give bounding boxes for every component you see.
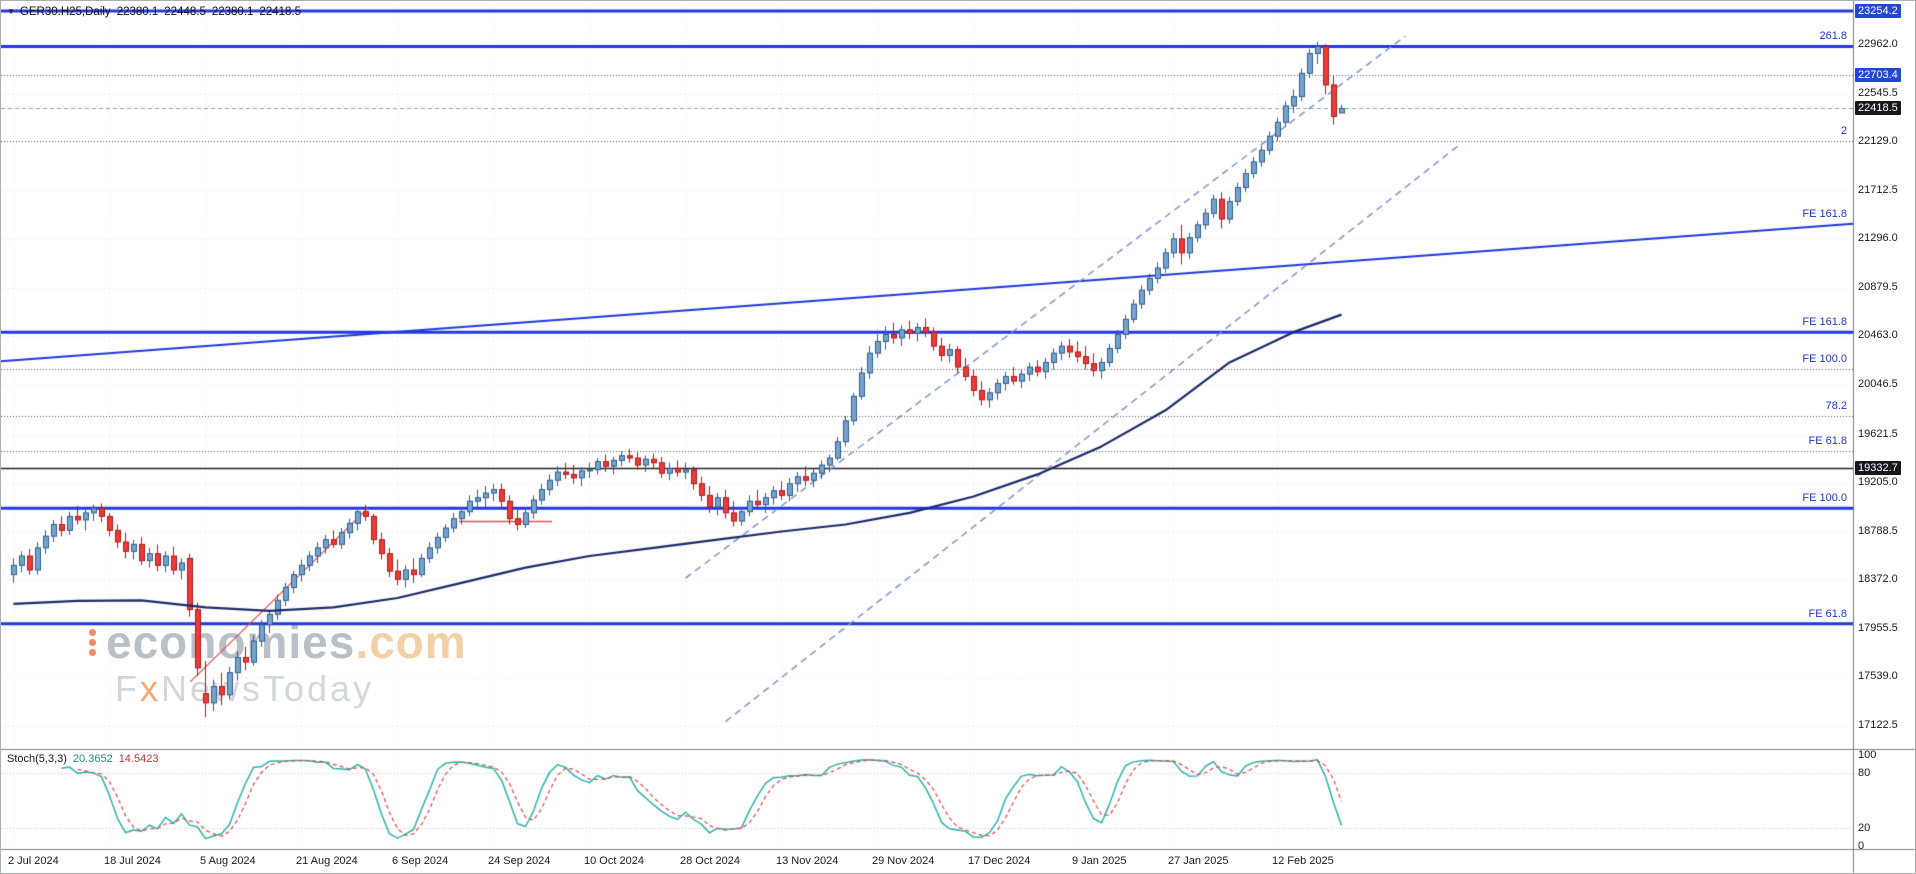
date-axis[interactable]: 2 Jul 2024 18 Jul 2024 5 Aug 2024 21 Aug 20…: [1, 850, 1853, 873]
stoch-axis-label: 0: [1858, 840, 1865, 852]
stoch-indicator-label: Stoch(5,3,3) 20.3652 14.5423: [7, 753, 158, 765]
date-axis-label: 10 Oct 2024: [584, 855, 644, 867]
fib-level-label: FE 161.8: [1802, 207, 1847, 220]
price-axis-label: 17955.5: [1858, 621, 1898, 634]
price-axis-label: 22962.0: [1858, 38, 1898, 51]
price-axis-chip: 19332.7: [1855, 460, 1901, 475]
stoch-axis-label: 100: [1858, 749, 1877, 761]
ohlc-low: 22380.1: [211, 6, 254, 18]
stoch-axis[interactable]: 100 80 20 0: [1855, 749, 1915, 852]
date-axis-label: 21 Aug 2024: [296, 855, 358, 867]
fib-level-label: FE 161.8: [1802, 316, 1847, 329]
price-axis-label: 22545.5: [1858, 86, 1898, 99]
stoch-main-value: 20.3652: [72, 753, 113, 765]
fib-level-label: FE 100.0: [1802, 492, 1847, 505]
date-axis-label: 12 Feb 2025: [1272, 855, 1334, 867]
fib-level-label: FE 100.0: [1802, 353, 1847, 366]
price-axis-label: 19205.0: [1858, 476, 1898, 489]
date-axis-label: 28 Oct 2024: [680, 855, 740, 867]
fib-level-label: FE 61.8: [1808, 435, 1847, 448]
stoch-signal-value: 14.5423: [118, 753, 159, 765]
ohlc-open: 22380.1: [116, 6, 159, 18]
price-axis-label: 21296.0: [1858, 232, 1898, 245]
fib-level-label: 261.8: [1819, 30, 1847, 43]
symbol-arrow-icon: ▼: [7, 7, 15, 16]
price-axis-label: 20463.0: [1858, 329, 1898, 342]
fib-level-label: 2: [1840, 124, 1847, 137]
price-axis-label: 20046.5: [1858, 378, 1898, 391]
date-axis-label: 6 Sep 2024: [392, 855, 449, 867]
ohlc-close: 22418.5: [259, 6, 301, 18]
date-axis-label: 27 Jan 2025: [1168, 855, 1229, 867]
price-axis-label: 17122.5: [1858, 718, 1898, 731]
price-axis-label: 18372.0: [1858, 573, 1898, 586]
date-axis-label: 17 Dec 2024: [968, 855, 1031, 867]
date-axis-label: 5 Aug 2024: [200, 855, 256, 867]
price-axis-label: 22129.0: [1858, 135, 1898, 148]
stoch-axis-label: 20: [1858, 821, 1871, 834]
price-axis-chip: 22418.5: [1855, 100, 1901, 115]
date-axis-label: 9 Jan 2025: [1072, 855, 1127, 867]
fib-level-label: FE 61.8: [1808, 607, 1847, 620]
price-axis[interactable]: 22962.0 22545.5 22129.0 21712.5 21296.0 20879…: [1855, 1, 1915, 749]
date-axis-label: 13 Nov 2024: [776, 855, 839, 867]
date-axis-label: 18 Jul 2024: [104, 855, 161, 867]
chart-title: ▼ GER30.H25,Daily 22380.1 22448.5 22380.1 224…: [7, 6, 307, 18]
price-axis-label: 20879.5: [1858, 280, 1898, 293]
price-axis-label: 19621.5: [1858, 427, 1898, 440]
stoch-axis-label: 80: [1858, 767, 1871, 780]
fib-level-label: 78.2: [1825, 400, 1847, 413]
price-axis-label: 17539.0: [1858, 670, 1898, 683]
price-axis-label: 21712.5: [1858, 183, 1898, 196]
ohlc-high: 22448.5: [164, 6, 206, 18]
date-axis-label: 29 Nov 2024: [872, 855, 935, 867]
price-axis-label: 18788.5: [1858, 524, 1898, 537]
chart-symbol: GER30.H25,Daily: [19, 6, 111, 18]
price-axis-chip: 22703.4: [1855, 67, 1901, 82]
date-axis-label: 24 Sep 2024: [488, 855, 551, 867]
date-axis-label: 2 Jul 2024: [8, 855, 59, 867]
stoch-name: Stoch(5,3,3): [7, 753, 67, 765]
price-axis-chip: 23254.2: [1855, 3, 1901, 18]
